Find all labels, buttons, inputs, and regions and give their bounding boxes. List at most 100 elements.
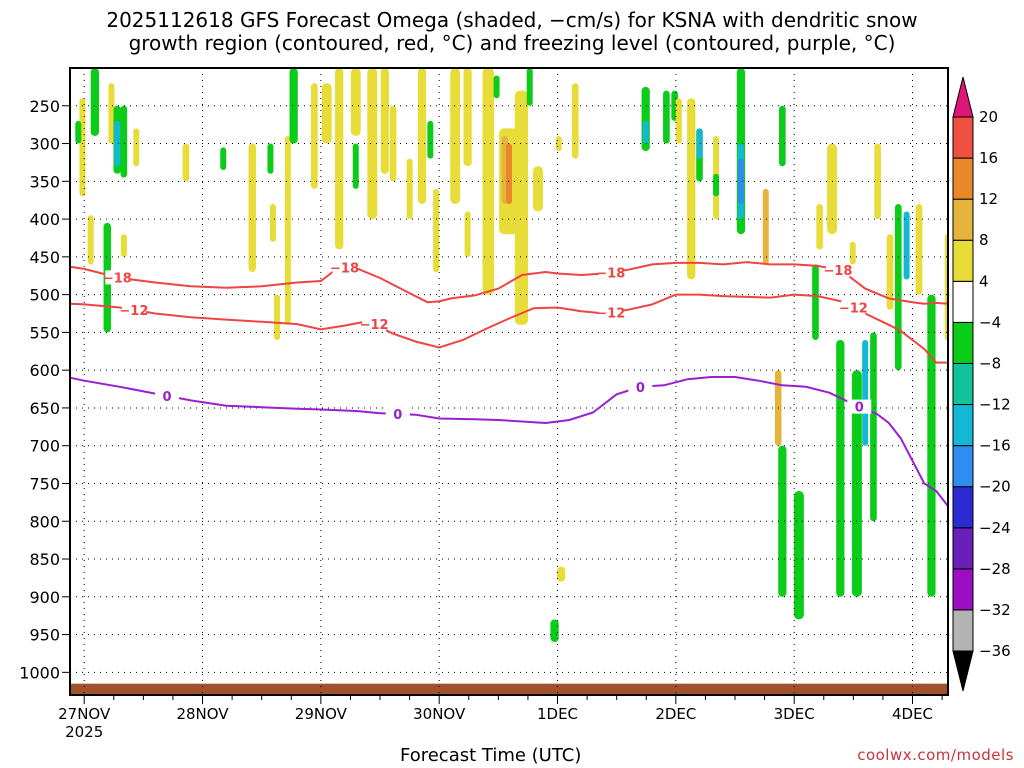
contour-label-bg [825, 262, 850, 277]
contour-label-bg [155, 388, 180, 403]
colorbar-bin [952, 280, 974, 323]
colorbar-label: −16 [979, 437, 1011, 455]
x-tick-label: 3DEC [774, 705, 815, 723]
colorbar-bin [952, 157, 974, 200]
contour-label: 0 [393, 408, 402, 423]
colorbar-label: −28 [979, 560, 1011, 578]
omega-cell [506, 143, 512, 204]
colorbar-under-triangle [952, 650, 974, 692]
contours-layer: −18 −18 −18 −18 −12 −12 −12 −12 0 0 0 0 [69, 260, 949, 507]
omega-cell [827, 143, 838, 235]
y-tick-label: 800 [29, 512, 60, 531]
colorbar-label: 4 [979, 272, 989, 290]
x-tick-label: 1DEC [537, 705, 578, 723]
contour-label-bg [598, 265, 623, 280]
omega-cell [816, 203, 823, 250]
y-tick-label: 950 [29, 626, 60, 645]
x-tick-label: 29NOV [295, 705, 348, 723]
omega-cell [450, 68, 461, 204]
omega-cell [433, 188, 440, 272]
colorbar-label: −32 [979, 601, 1011, 619]
omega-cell [75, 120, 82, 144]
y-tick-label: 300 [29, 135, 60, 154]
y-tick-label: 250 [29, 97, 60, 116]
x-tick-label: 4DEC [892, 705, 933, 723]
y-tick-label: 450 [29, 248, 60, 267]
omega-cell [352, 143, 359, 189]
contour-label: 0 [163, 390, 172, 405]
omega-cell [642, 120, 649, 144]
omega-cell [311, 83, 318, 189]
omega-cell [120, 105, 128, 178]
omega-cell [836, 339, 845, 597]
colorbar-label: −20 [979, 478, 1011, 496]
omega-cell [514, 90, 529, 325]
omega-cell [874, 143, 881, 220]
contour-label: −12 [119, 304, 148, 319]
omega-cell [555, 135, 562, 152]
omega-cell [274, 294, 281, 340]
omega-cell [778, 445, 787, 597]
colorbar-label: −4 [979, 313, 1001, 331]
omega-cell [90, 68, 99, 136]
omega-cell [350, 68, 361, 136]
contour-label: −12 [360, 318, 389, 333]
colorbar-label: −12 [979, 396, 1011, 414]
omega-cell [335, 68, 344, 250]
y-tick-label: 650 [29, 399, 60, 418]
omega-cell [927, 294, 936, 597]
omega-shading-layer [75, 68, 948, 643]
ground-layer [70, 683, 948, 695]
contour-line [69, 376, 949, 507]
omega-cell [463, 68, 472, 167]
omega-cell [289, 68, 298, 144]
y-tick-label: 400 [29, 210, 60, 229]
omega-cell [886, 234, 894, 310]
x-tick-label: 27NOV [58, 705, 111, 723]
colorbar-label: 8 [979, 231, 989, 249]
colorbar-bin [952, 116, 974, 159]
colorbar-label: −24 [979, 519, 1011, 537]
y-tick-label: 850 [29, 550, 60, 569]
colorbar-bin [952, 445, 974, 488]
omega-cell [862, 339, 869, 446]
y-tick-label: 500 [29, 286, 60, 305]
omega-cell [675, 98, 682, 144]
omega-cell [870, 332, 877, 522]
colorbar-bin [952, 198, 974, 241]
contour-label-bg [332, 260, 357, 275]
omega-cell [762, 188, 769, 265]
omega-cell [526, 68, 533, 106]
omega-cell [133, 128, 140, 167]
omega-cell [894, 203, 902, 371]
omega-cell [427, 120, 434, 159]
omega-cell [849, 241, 856, 265]
y-tick-label: 550 [29, 323, 60, 342]
omega-cell [915, 203, 923, 295]
chart-title-line-2: growth region (contoured, red, °C) and f… [128, 31, 896, 55]
omega-cell [389, 105, 397, 182]
omega-cell [87, 215, 94, 265]
x-tick-label: 28NOV [176, 705, 229, 723]
omega-cell [417, 68, 427, 204]
colorbar-label: 12 [979, 190, 998, 208]
colorbar-bin [952, 568, 974, 611]
omega-cell [779, 105, 786, 167]
contour-label-bg [628, 379, 653, 394]
omega-cell [557, 566, 566, 582]
omega-cell [114, 120, 121, 167]
contour-label-bg [841, 300, 866, 315]
omega-cell [793, 491, 804, 620]
omega-cell [903, 211, 910, 280]
colorbar-bin [952, 404, 974, 447]
contour-label-bg [121, 302, 146, 317]
colorbar-bin [952, 321, 974, 364]
contour-label-bg [105, 270, 130, 285]
contour-label-bg [362, 317, 387, 332]
colorbar-bin [952, 486, 974, 529]
omega-cell [737, 158, 744, 204]
omega-cell [713, 173, 720, 197]
colorbar: 20 16 12 8 4 −4 −8 −12 −16 −20 −24 −28 −32 −36 [952, 76, 1011, 692]
colorbar-bin [952, 362, 974, 406]
